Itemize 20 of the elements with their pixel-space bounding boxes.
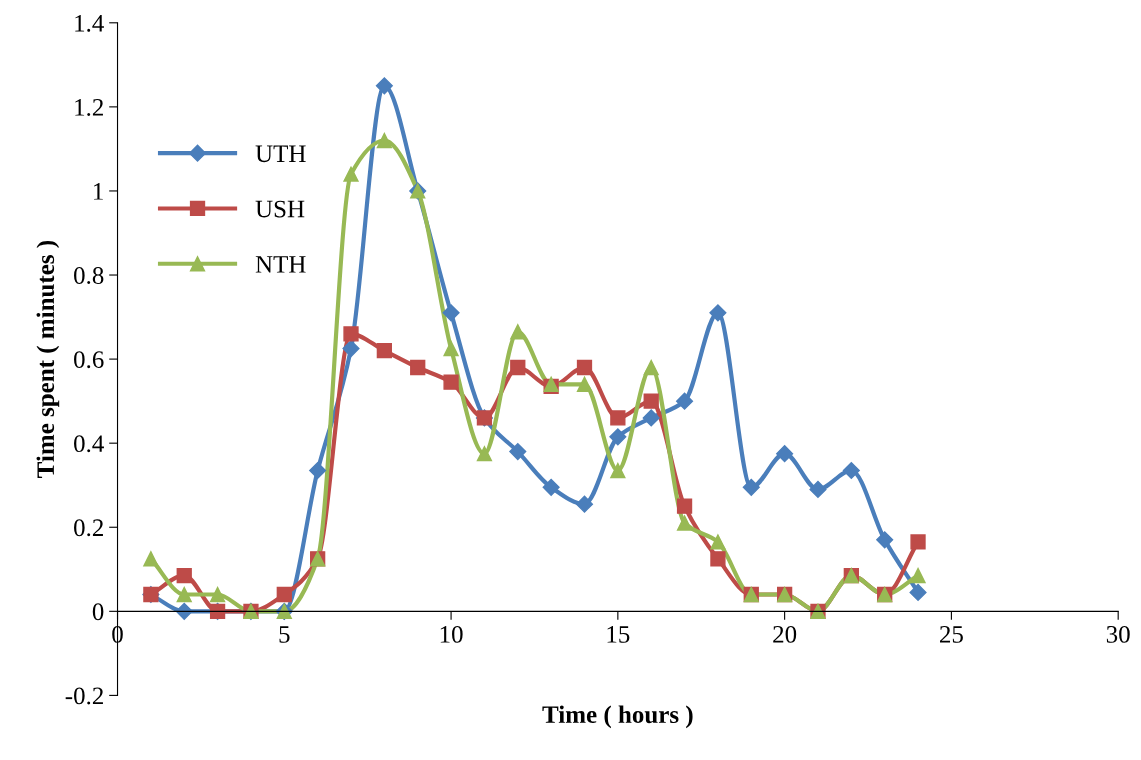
- y-tick-label: 0: [92, 603, 104, 621]
- x-tick-label: 25: [940, 626, 963, 643]
- x-axis-title: Time ( hours ): [542, 705, 693, 729]
- y-tick-label: 0.2: [74, 519, 103, 537]
- y-tick-label: 0.8: [74, 267, 104, 285]
- legend-label: NTH: [255, 256, 306, 273]
- x-tick-label: 15: [607, 626, 630, 643]
- y-axis-title: Time spent ( minutes ): [36, 240, 60, 478]
- x-tick-label: 10: [440, 625, 463, 643]
- x-tick-label: 30: [1106, 625, 1130, 643]
- x-tick-label: 20: [773, 625, 797, 643]
- x-tick-label: 5: [279, 626, 290, 643]
- y-tick-label: 0.4: [74, 435, 104, 453]
- legend-label: USH: [255, 200, 305, 218]
- y-tick-label: -0.2: [65, 687, 103, 705]
- y-tick-label: 0.6: [74, 351, 104, 369]
- legend-label: UTH: [255, 145, 306, 163]
- y-tick-label: 1.4: [75, 14, 104, 32]
- y-tick-label: 1.2: [75, 98, 103, 116]
- y-tick-label: 1: [94, 183, 103, 200]
